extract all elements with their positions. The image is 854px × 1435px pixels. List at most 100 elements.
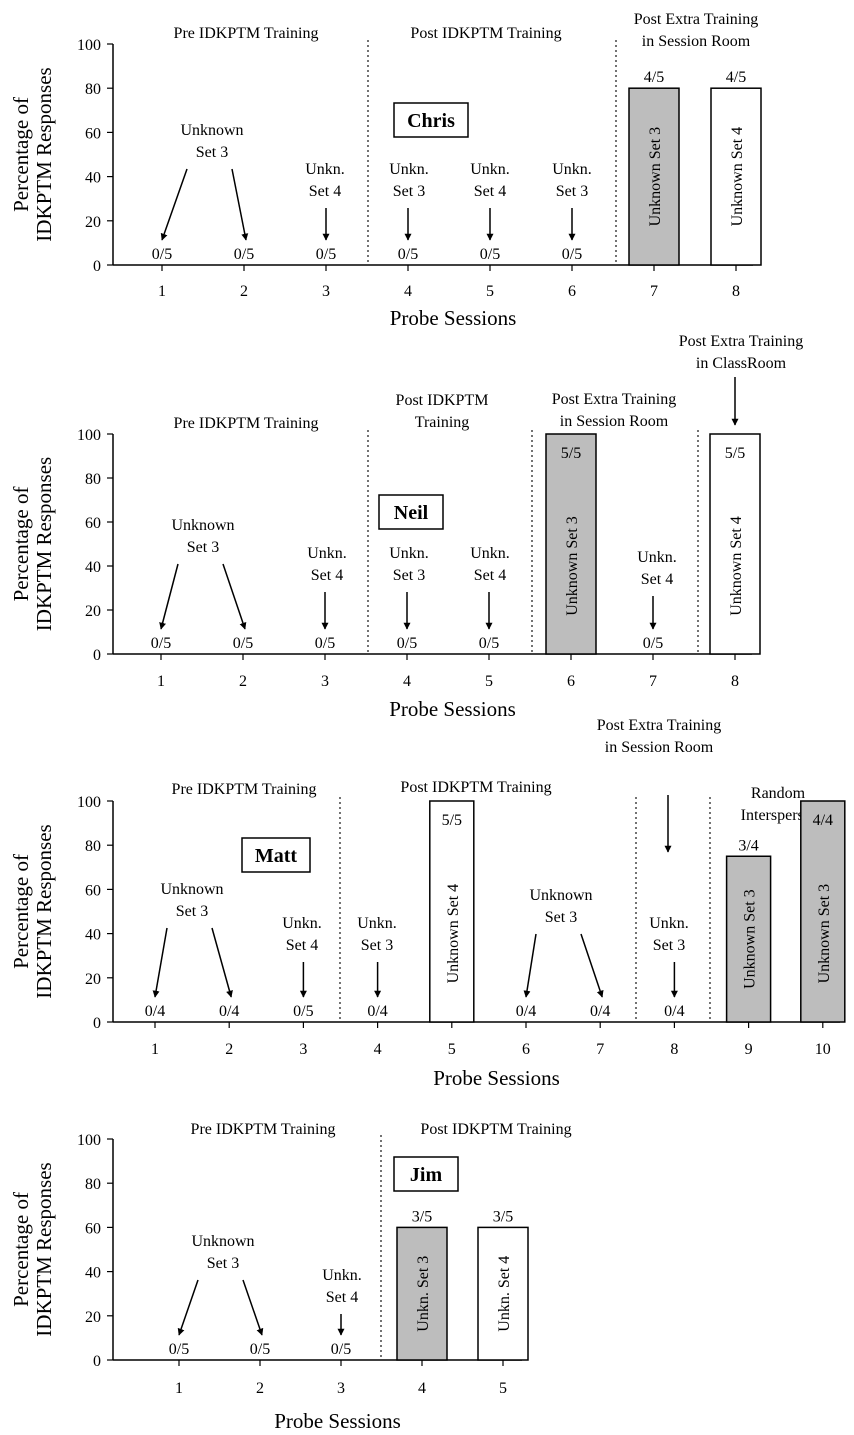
bar-label: Unknown Set 4 [445, 884, 462, 984]
y-axis-label: Percentage of [9, 487, 33, 602]
x-tick-label: 6 [522, 1041, 530, 1058]
fraction-label: 0/5 [169, 1341, 189, 1358]
bar-label: Unknown Set 3 [742, 889, 759, 989]
participant-name: Jim [410, 1164, 443, 1186]
y-tick-label: 0 [93, 1015, 101, 1032]
bar [396, 1226, 448, 1361]
x-axis-label: Probe Sessions [274, 1409, 401, 1433]
x-tick-label: 4 [404, 283, 412, 300]
annotation-label: Set 3 [207, 1255, 239, 1272]
bar [800, 800, 846, 1023]
annotation-label: Set 3 [361, 937, 393, 954]
phase-label: Interspersal [741, 807, 816, 824]
annotation-arrow [222, 563, 247, 630]
participant-name-box [241, 837, 311, 873]
y-axis-label: IDKPTM Responses [32, 457, 56, 631]
x-tick-label: 3 [322, 283, 330, 300]
y-tick-label: 60 [85, 515, 101, 532]
annotation-label: Unknown [171, 517, 234, 534]
x-tick-label: 1 [151, 1041, 159, 1058]
annotation-label: Set 3 [196, 144, 228, 161]
y-axis-label: IDKPTM Responses [32, 1162, 56, 1336]
phase-label: in ClassRoom [696, 355, 787, 372]
fraction-label: 0/4 [367, 1003, 387, 1020]
y-tick-label: 40 [85, 927, 101, 944]
x-tick-label: 5 [486, 283, 494, 300]
x-tick-label: 5 [499, 1380, 507, 1397]
x-tick-label: 3 [299, 1041, 307, 1058]
y-axis-label: IDKPTM Responses [32, 824, 56, 998]
fraction-label: 0/5 [315, 635, 335, 652]
annotation-arrow [523, 933, 537, 998]
fraction-label: 3/5 [493, 1208, 513, 1225]
y-tick-label: 0 [93, 1353, 101, 1370]
annotation-arrow [211, 927, 233, 998]
annotation-label: Unkn. [649, 915, 689, 932]
bar [477, 1226, 529, 1361]
bar [628, 87, 680, 266]
x-tick-label: 7 [649, 673, 657, 690]
annotation-arrow [580, 933, 604, 998]
x-tick-label: 1 [158, 283, 166, 300]
annotation-label: Set 4 [311, 567, 343, 584]
fraction-label: 0/5 [250, 1341, 270, 1358]
y-tick-label: 100 [77, 37, 101, 54]
x-tick-label: 3 [321, 673, 329, 690]
y-tick-label: 40 [85, 1265, 101, 1282]
fraction-label: 0/4 [664, 1003, 684, 1020]
annotation-label: Set 3 [393, 183, 425, 200]
annotation-label: Set 4 [474, 567, 506, 584]
y-tick-label: 80 [85, 471, 101, 488]
y-tick-label: 100 [77, 794, 101, 811]
fraction-label: 0/5 [562, 246, 582, 263]
fraction-label: 0/4 [219, 1003, 239, 1020]
annotation-label: Set 3 [545, 909, 577, 926]
x-tick-label: 6 [567, 673, 575, 690]
y-tick-label: 20 [85, 1309, 101, 1326]
annotation-label: Set 3 [187, 539, 219, 556]
fraction-label: 0/4 [516, 1003, 536, 1020]
bar [710, 87, 762, 266]
y-tick-label: 0 [93, 258, 101, 275]
x-tick-label: 8 [732, 283, 740, 300]
fraction-label: 0/5 [233, 635, 253, 652]
x-tick-label: 2 [239, 673, 247, 690]
x-tick-label: 8 [670, 1041, 678, 1058]
bar [545, 433, 597, 655]
fraction-label: 5/5 [725, 445, 745, 462]
bar [709, 433, 761, 655]
annotation-label: Unknown [180, 122, 243, 139]
y-tick-label: 60 [85, 125, 101, 142]
bar-label: Unknown Set 4 [728, 516, 745, 616]
fraction-label: 0/5 [151, 635, 171, 652]
phase-label: in Session Room [642, 33, 751, 50]
annotation-arrow [242, 1279, 264, 1336]
y-tick-label: 40 [85, 559, 101, 576]
x-tick-label: 9 [745, 1041, 753, 1058]
participant-name-box [378, 494, 444, 530]
x-axis-label: Probe Sessions [433, 1066, 560, 1090]
annotation-label: Unkn. [357, 915, 397, 932]
x-tick-label: 3 [337, 1380, 345, 1397]
y-tick-label: 20 [85, 214, 101, 231]
y-tick-label: 60 [85, 1220, 101, 1237]
y-tick-label: 100 [77, 427, 101, 444]
y-tick-label: 80 [85, 1176, 101, 1193]
annotation-label: Unkn. [389, 545, 429, 562]
annotation-label: Set 3 [556, 183, 588, 200]
phase-label: Post IDKPTM [396, 392, 489, 409]
annotation-label: Unkn. [282, 915, 322, 932]
y-axis-label: Percentage of [9, 1192, 33, 1307]
y-tick-label: 100 [77, 1132, 101, 1149]
fraction-label: 0/4 [145, 1003, 165, 1020]
y-tick-label: 0 [93, 647, 101, 664]
fraction-label: 0/5 [398, 246, 418, 263]
bar-label: Unknown Set 3 [647, 127, 664, 227]
annotation-label: Unkn. [322, 1267, 362, 1284]
annotation-arrow [231, 168, 249, 241]
y-tick-label: 40 [85, 170, 101, 187]
participant-name: Chris [407, 110, 455, 132]
bar-label: Unknown Set 3 [816, 884, 833, 984]
fraction-label: 0/5 [331, 1341, 351, 1358]
